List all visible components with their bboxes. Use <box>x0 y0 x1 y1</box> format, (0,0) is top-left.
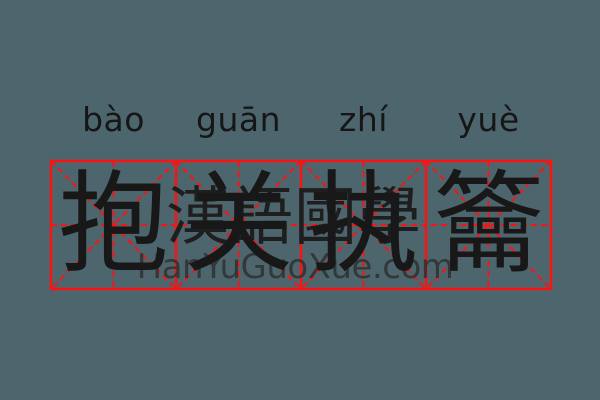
pinyin-syllable-2: guān <box>196 100 281 139</box>
hanzi-row: 抱 关 执 籥 <box>51 161 551 289</box>
hanzi-cell-2: 关 <box>183 164 294 286</box>
grid-lines-icon <box>49 159 553 291</box>
pinyin-syllable-4: yuè <box>457 100 520 139</box>
hanzi-cell-4: 籥 <box>433 164 544 286</box>
pinyin-row: bào guān zhí yuè <box>51 99 551 141</box>
hanzi-cell-1: 抱 <box>58 164 169 286</box>
watermark-cjk-text: 漢語國學 <box>166 180 422 254</box>
pinyin-syllable-1: bào <box>82 100 145 139</box>
hanzi-cell-3: 执 <box>308 164 419 286</box>
watermark-site-url: HanYuGuoXue.com <box>136 247 454 287</box>
pinyin-syllable-3: zhí <box>339 100 388 139</box>
writing-grid: 漢語國學 HanYuGuoXue.com 抱 关 执 籥 <box>49 159 553 291</box>
